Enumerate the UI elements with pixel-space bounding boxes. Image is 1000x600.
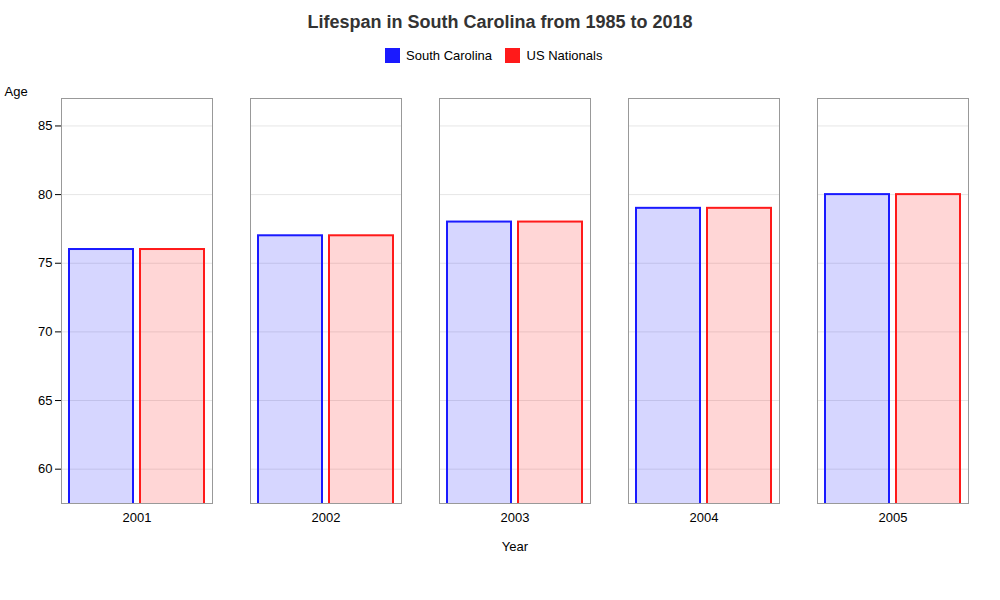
svg-text:Year: Year: [502, 538, 529, 553]
svg-text:85: 85: [38, 118, 52, 133]
svg-text:65: 65: [38, 392, 52, 407]
svg-text:75: 75: [38, 255, 52, 270]
svg-text:2002: 2002: [312, 509, 341, 524]
svg-text:Age: Age: [5, 83, 28, 98]
html-text:Lifespan in South Carolina fro: Lifespan in South Carolina from 1985 to …: [307, 12, 693, 32]
svg-text:2005: 2005: [879, 509, 908, 524]
html-text:US Nationals: US Nationals: [526, 48, 603, 63]
svg-text:60: 60: [38, 461, 52, 476]
svg-text:80: 80: [38, 186, 52, 201]
svg-text:2001: 2001: [123, 509, 152, 524]
svg-text:2003: 2003: [501, 509, 530, 524]
svg-text:70: 70: [38, 324, 52, 339]
html-text:South Carolina: South Carolina: [406, 48, 493, 63]
svg-text:2004: 2004: [690, 509, 719, 524]
